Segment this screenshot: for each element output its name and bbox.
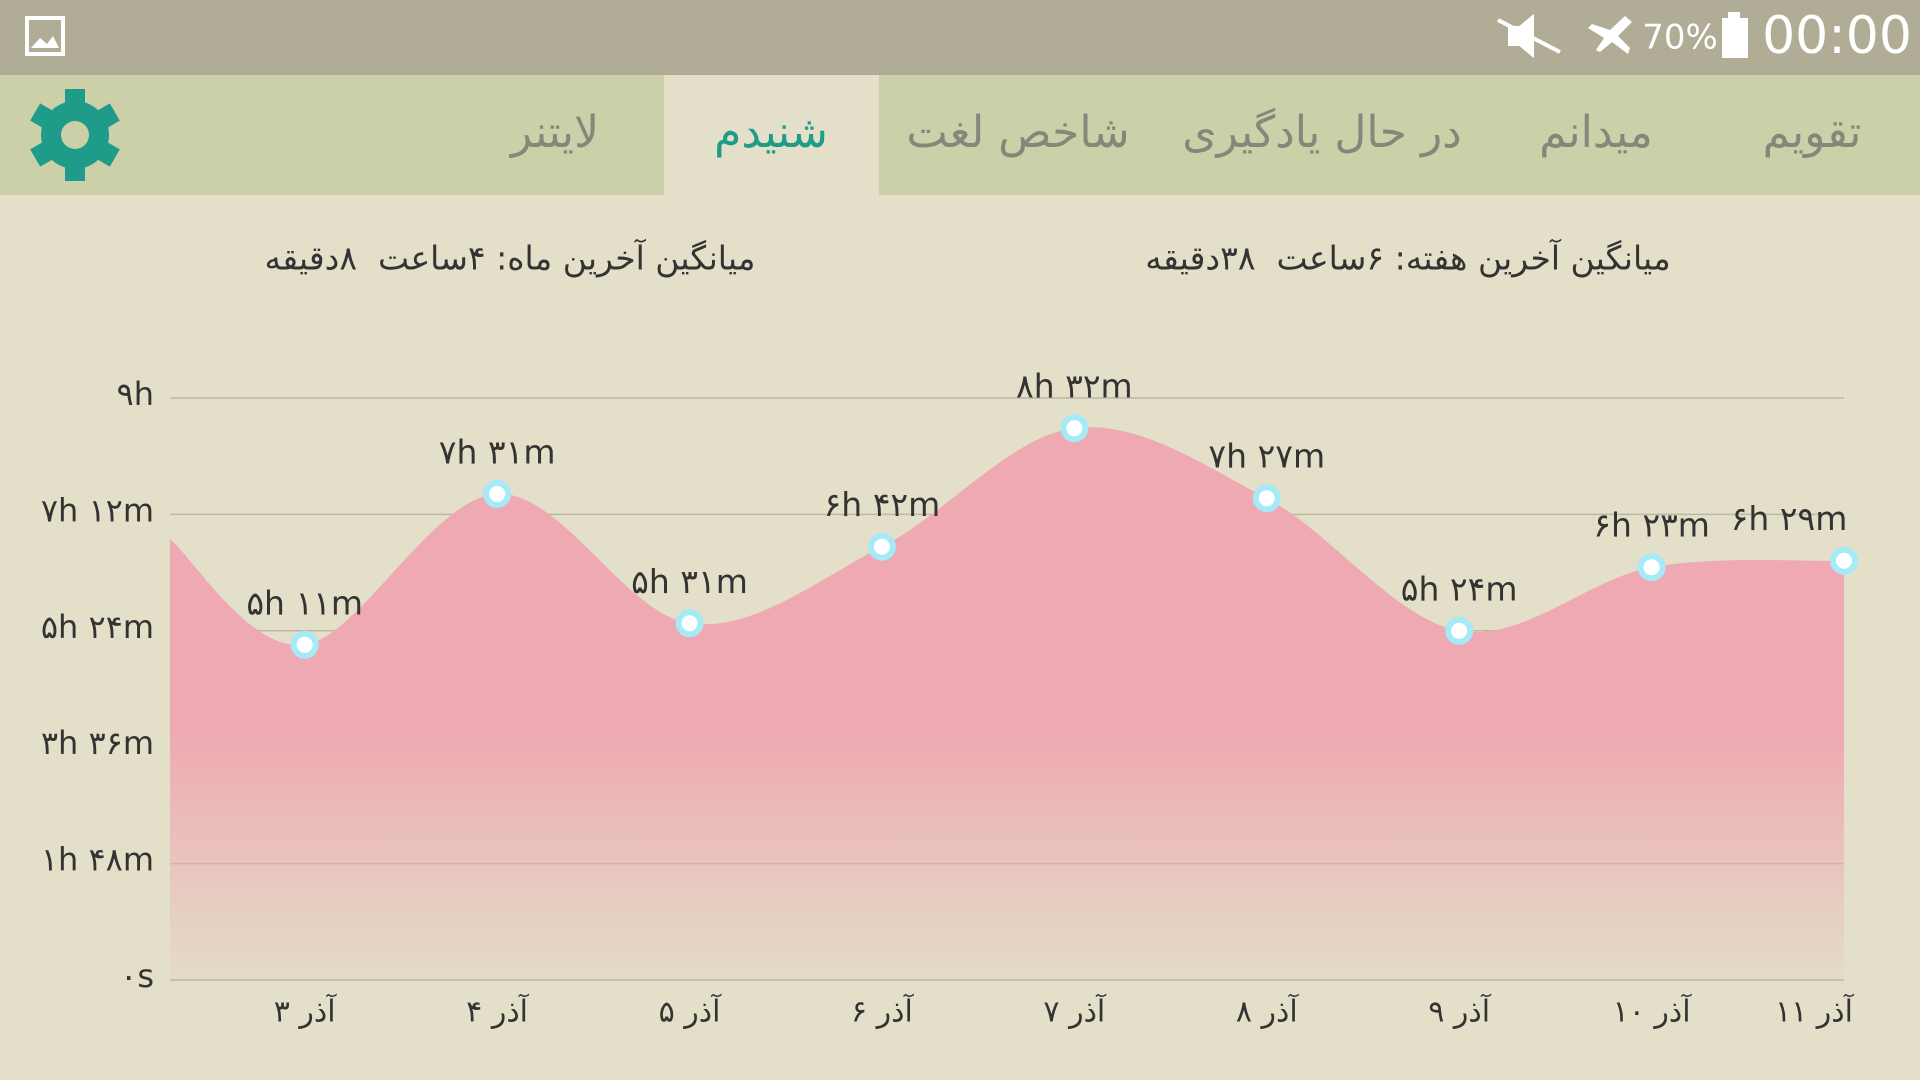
area [170, 427, 1844, 981]
clock: 00:00 [1762, 6, 1912, 66]
x-tick-label: ۷ آذر [1043, 994, 1107, 1030]
y-tick-label: ۳h ۳۶m [41, 724, 154, 762]
point [1252, 484, 1281, 513]
airplane-icon [1588, 16, 1632, 54]
tabs: تقویم میدانم در حال یادگیری شاخص لغت شنیدم لا… [509, 75, 1861, 195]
tab[interactable]: تقویم [1763, 107, 1862, 158]
value-label: ۸h ۳۲m [1016, 367, 1133, 406]
tab-bar [0, 75, 1920, 195]
x-tick-label: ۸ آذر [1236, 994, 1300, 1030]
value-label: ۶h ۲۹m [1731, 499, 1848, 538]
battery-icon [1722, 12, 1748, 58]
battery-percent: 70% [1642, 18, 1718, 58]
settings-button[interactable] [30, 89, 120, 181]
tab-label: لایتنر [509, 107, 599, 158]
status-bar [0, 0, 1920, 75]
point [675, 609, 704, 638]
x-tick-label: ۶ آذر [851, 994, 915, 1030]
x-tick-label: ۴ آذر [466, 994, 530, 1030]
tab-label: تقویم [1763, 107, 1862, 158]
y-tick-label: ۱h ۴۸m [41, 841, 154, 879]
point [1445, 616, 1474, 645]
y-tick-label: ۵h ۲۴m [41, 608, 154, 646]
month-average: میانگین آخرین ماه: ۴ساعت ۸دقیقه [265, 239, 756, 278]
y-tick-label: ۰s [120, 957, 154, 995]
chart: ۰s ۱h ۴۸m ۳h ۳۶m ۵h ۲۴m ۷h ۱۲m ۹h ۵h ۱۱m ۳ آذر ۷… [41, 367, 1858, 1030]
tab-label: میدانم [1539, 107, 1653, 158]
tab-label: شنیدم [714, 107, 828, 158]
value-label: ۷h ۲۷m [1208, 437, 1325, 476]
x-tick-label: ۱۰ آذر [1613, 994, 1693, 1030]
value-label: ۵h ۳۱m [631, 562, 748, 601]
point [1830, 546, 1858, 575]
x-tick-label: ۱۱ آذر [1775, 994, 1855, 1030]
mute-icon [1497, 13, 1561, 59]
value-label: ۷h ۳۱m [439, 432, 556, 471]
point [867, 532, 896, 561]
y-tick-label: ۷h ۱۲m [41, 491, 154, 529]
value-label: ۶h ۲۳m [1593, 506, 1710, 545]
tab[interactable]: شاخص لغت [906, 107, 1129, 158]
x-tick-label: ۹ آذر [1428, 994, 1492, 1030]
x-tick-label: ۳ آذر [274, 994, 338, 1030]
tab[interactable]: لایتنر [509, 107, 599, 158]
point [290, 630, 319, 659]
y-tick-label: ۹h [117, 375, 154, 413]
tab-selected-bg [664, 75, 879, 195]
point [1060, 414, 1089, 443]
value-label: ۶h ۴۲m [824, 485, 941, 524]
tab-label: در حال یادگیری [1182, 107, 1462, 158]
week-average: میانگین آخرین هفته: ۶ساعت ۳۸دقیقه [1145, 239, 1670, 278]
tab-label: شاخص لغت [906, 107, 1129, 158]
tab[interactable]: میدانم [1539, 107, 1653, 158]
point [1637, 553, 1666, 582]
value-label: ۵h ۱۱m [246, 583, 363, 622]
value-label: ۵h ۲۴m [1401, 569, 1518, 608]
gallery-icon [25, 16, 65, 56]
tab[interactable]: در حال یادگیری [1182, 107, 1462, 158]
x-tick-label: ۵ آذر [659, 994, 723, 1030]
tab[interactable]: شنیدم [664, 75, 879, 195]
point [483, 479, 512, 508]
